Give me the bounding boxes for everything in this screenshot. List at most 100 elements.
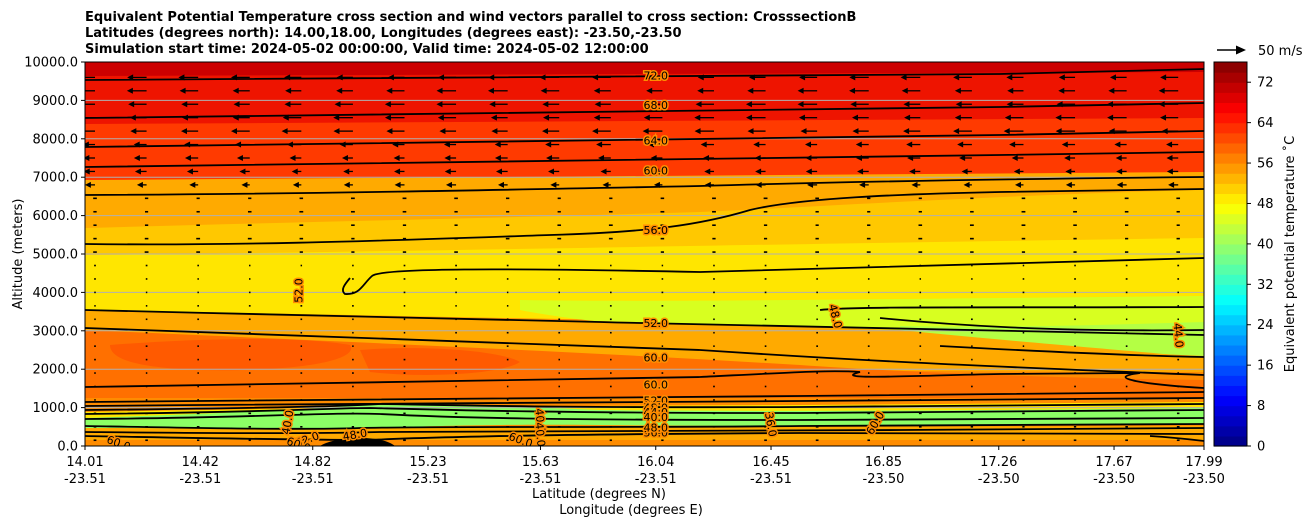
wind-vector-head xyxy=(498,181,505,188)
wind-vector xyxy=(1074,331,1076,334)
wind-vector xyxy=(1074,318,1076,321)
wind-vector xyxy=(403,318,406,321)
wind-vector-head xyxy=(542,101,549,108)
wind-vector xyxy=(403,372,406,374)
wind-vector xyxy=(867,426,871,428)
wind-vector xyxy=(970,197,974,200)
wind-vector-head xyxy=(392,141,399,148)
wind-vector xyxy=(299,251,303,253)
wind-vector-head xyxy=(333,128,340,135)
colorbar-segment xyxy=(1214,375,1247,386)
wind-vector-head xyxy=(443,141,450,148)
wind-vector xyxy=(971,385,973,388)
wind-vector xyxy=(402,210,407,213)
wind-vector xyxy=(712,237,716,240)
colorbar-ticks: 0 8 16 24 32 40 48 56 64 72 xyxy=(1247,76,1274,455)
wind-vector xyxy=(505,251,510,253)
wind-vector xyxy=(1177,331,1180,334)
wind-vector-head xyxy=(78,128,84,134)
wind-vector-head xyxy=(495,168,502,175)
wind-vector-head xyxy=(540,87,547,94)
colorbar-tick-label: 72 xyxy=(1257,76,1274,91)
wind-vector-head xyxy=(343,168,350,175)
wind-vector xyxy=(1125,318,1128,321)
band-dark-red xyxy=(85,62,1204,76)
wind-vector-head xyxy=(436,101,443,108)
wind-vector xyxy=(660,197,665,200)
wind-vector-head xyxy=(85,155,90,161)
wind-vector xyxy=(919,291,922,294)
wind-vector xyxy=(867,372,870,374)
wind-vector xyxy=(93,439,97,442)
wind-vector xyxy=(506,210,510,213)
wind-vector xyxy=(1124,197,1129,200)
wind-vector xyxy=(558,385,561,388)
wind-vector-head xyxy=(1166,141,1173,148)
contour-surface-5 xyxy=(85,412,1204,421)
wind-vector xyxy=(455,291,457,294)
colorbar-segments xyxy=(1214,62,1247,447)
wind-vector xyxy=(248,439,251,442)
colorbar-segment xyxy=(1214,334,1247,346)
colorbar-segment xyxy=(1214,314,1247,326)
wind-vector-head xyxy=(1006,101,1013,108)
band-orange-mid xyxy=(85,330,1204,398)
wind-vector xyxy=(1074,305,1076,307)
wind-vector xyxy=(1073,224,1077,226)
wind-vector-head xyxy=(487,87,494,94)
wind-vector-head xyxy=(1160,74,1167,81)
colorbar-segment xyxy=(1214,344,1247,356)
wind-vector xyxy=(660,237,665,240)
wind-vector xyxy=(197,318,200,321)
wind-vector xyxy=(1022,358,1025,361)
wind-vector-head xyxy=(384,101,391,108)
x-tick-label-lat: 17.26 xyxy=(980,455,1017,470)
wind-vector xyxy=(145,278,148,280)
wind-vector xyxy=(506,385,509,388)
wind-vector xyxy=(713,385,715,388)
contour-72 xyxy=(85,68,1204,81)
colorbar-segment xyxy=(1214,173,1247,184)
wind-vector-head xyxy=(904,114,911,121)
wind-vector xyxy=(816,318,818,321)
contour-label: 36.0 xyxy=(762,411,779,437)
wind-vector xyxy=(403,358,406,361)
wind-vector-head xyxy=(77,115,83,121)
wind-vector xyxy=(1177,278,1180,280)
wind-vector xyxy=(94,372,96,374)
wind-vector xyxy=(454,224,458,226)
wind-vector xyxy=(1176,210,1180,213)
wind-vector xyxy=(712,439,716,442)
wind-vector-head xyxy=(800,128,807,135)
wind-vector xyxy=(661,291,664,294)
wind-vector xyxy=(1022,305,1025,307)
wind-vector xyxy=(196,251,201,253)
contour-label: 40.0 xyxy=(532,408,547,434)
wind-vector-head xyxy=(394,168,401,175)
wind-vector xyxy=(919,358,922,361)
wind-vector xyxy=(144,224,149,226)
wind-vector xyxy=(918,237,923,240)
wind-vector xyxy=(403,305,406,307)
wind-vector xyxy=(506,318,509,321)
wind-vector xyxy=(558,358,560,361)
wind-vector-head xyxy=(233,101,240,108)
wind-vector-head xyxy=(747,128,754,135)
wind-vector-head xyxy=(133,141,140,148)
wind-vector xyxy=(609,210,613,213)
wind-vector-head xyxy=(546,155,553,161)
x-tick-label-lat: 17.99 xyxy=(1185,455,1222,470)
wind-vector xyxy=(558,318,561,321)
wind-vector-head xyxy=(953,128,960,135)
wind-vector-head xyxy=(334,101,341,108)
wind-vector xyxy=(1125,305,1128,307)
contour-label: 72.0 xyxy=(643,69,668,82)
wind-vector xyxy=(1125,358,1128,361)
wind-vector-head xyxy=(955,101,962,108)
wind-vector xyxy=(455,331,457,334)
wind-vector-head xyxy=(126,87,133,94)
wind-vector xyxy=(713,291,715,294)
colorbar-segment xyxy=(1214,132,1247,144)
wind-vector xyxy=(1074,264,1076,267)
wind-vector xyxy=(93,224,97,226)
